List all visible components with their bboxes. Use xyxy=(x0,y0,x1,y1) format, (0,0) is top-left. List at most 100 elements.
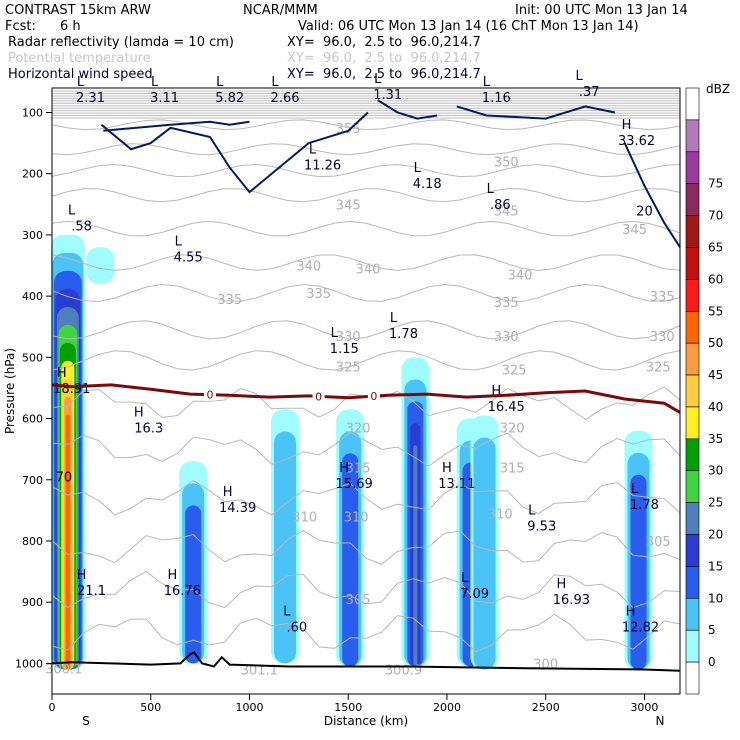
theta-contour-8 xyxy=(51,350,681,371)
theta-label-1: 350 xyxy=(494,155,519,170)
wind-value-27: 7.09 xyxy=(460,587,489,602)
reflectivity-column-0-level-11 xyxy=(65,414,70,670)
colorbar-label-10: 10 xyxy=(708,591,723,605)
theta-contour-11 xyxy=(51,479,681,516)
field-wind-name: Horizontal wind speed xyxy=(8,67,153,82)
valid-time: Valid: 06 UTC Mon 13 Jan 14 (16 ChT Mon … xyxy=(298,19,639,34)
freezing-label-bg-2 xyxy=(367,389,380,403)
colorbar-label-75: 75 xyxy=(708,177,723,191)
theta-label-24: 310 xyxy=(488,507,513,522)
theta-label-20: 315 xyxy=(346,462,371,477)
field-theta-xy: XY= 96.0, 2.5 to 96.0,214.7 xyxy=(287,51,481,66)
wind-value-18: 16.3 xyxy=(134,422,163,437)
colorbar-swatch-8 xyxy=(685,342,700,376)
wind-value-13: 4.55 xyxy=(174,250,203,265)
wind-extremum-type-28: H xyxy=(556,577,566,592)
y-tick-label-1000: 1000 xyxy=(15,657,43,670)
y-tick-label-600: 600 xyxy=(22,413,43,426)
y-tick-label-100: 100 xyxy=(22,106,43,119)
colorbar-swatch-7 xyxy=(685,310,700,344)
wind-extremum-type-25: H xyxy=(77,568,87,583)
wind-extremum-type-10: L xyxy=(487,182,495,197)
theta-label-11: 335 xyxy=(650,290,675,305)
theta-label-12: 330 xyxy=(336,330,361,345)
wind-extremum-type-5: L xyxy=(483,75,491,90)
init-time: Init: 00 UTC Mon 13 Jan 14 xyxy=(515,3,688,18)
theta-label-22: 310 xyxy=(292,510,317,525)
wind-extremum-type-2: L xyxy=(216,75,224,90)
theta-label-26: 305 xyxy=(346,593,371,608)
reflectivity-column-2-level-3 xyxy=(185,505,202,664)
wind-extremum-type-16: H xyxy=(491,384,501,399)
x-tick-label-1500: 1500 xyxy=(334,701,362,714)
wind-value-6: .37 xyxy=(579,85,600,100)
colorbar-swatch-2 xyxy=(685,151,700,184)
theta-contour-14 xyxy=(51,613,681,653)
wind-value-26: 16.76 xyxy=(164,584,201,599)
reflectivity-column-7-level-2 xyxy=(473,437,496,670)
theta-label-17: 325 xyxy=(646,361,671,376)
theta-label-6: 340 xyxy=(356,263,381,278)
model-title: CONTRAST 15km ARW xyxy=(5,3,151,18)
x-tick-label-1000: 1000 xyxy=(235,701,263,714)
theta-contour-4 xyxy=(51,220,681,237)
terrain-group xyxy=(51,651,681,672)
field-reflectivity-xy: XY= 96.0, 2.5 to 96.0,214.7 xyxy=(287,35,481,50)
wind-extremum-type-29: L xyxy=(283,605,291,620)
wind-extremum-type-9: L xyxy=(414,161,422,176)
colorbar-swatch-17 xyxy=(685,629,700,663)
wind-value-15: 1.15 xyxy=(330,342,359,357)
wind-extremum-type-18: H xyxy=(134,406,144,421)
colorbar-swatch-0 xyxy=(685,87,700,121)
freezing-level-label-1: 0 xyxy=(315,390,322,403)
colorbar-unit: dBZ xyxy=(706,82,730,96)
wind-extremum-type-24: L xyxy=(528,504,536,519)
org-label: NCAR/MMM xyxy=(243,3,318,18)
wind-extremum-type-20: H xyxy=(339,461,349,476)
colorbar-label-25: 25 xyxy=(708,496,723,510)
freezing-level-label-2: 0 xyxy=(370,390,377,403)
wind-contour-2 xyxy=(377,99,438,120)
forecast-hour: 6 h xyxy=(60,19,81,34)
reflectivity-column-3-level-2 xyxy=(274,431,297,664)
wind-extremum-type-13: L xyxy=(175,234,183,249)
colorbar-label-45: 45 xyxy=(708,368,723,382)
wind-value-21: 13.11 xyxy=(438,477,475,492)
wind-extremum-type-27: L xyxy=(461,571,469,586)
wind-contours: L2.31L3.11L5.82L2.66L1.31L1.16L.37L11.26… xyxy=(53,69,681,636)
colorbar-label-5: 5 xyxy=(708,623,716,637)
wind-contour-3 xyxy=(456,105,616,120)
reflectivity-column-5-level-5 xyxy=(413,445,418,667)
plot-frame xyxy=(51,87,681,695)
colorbar-swatch-4 xyxy=(685,215,700,248)
wind-extremum-type-3: L xyxy=(271,75,279,90)
theta-contour-13 xyxy=(51,570,681,609)
wind-value-4: 1.31 xyxy=(373,88,402,103)
y-tick-label-200: 200 xyxy=(22,168,43,181)
colorbar-label-15: 15 xyxy=(708,559,723,573)
theta-contour-7 xyxy=(51,320,681,340)
theta-label-2: 345 xyxy=(336,198,361,213)
theta-label-25: 305 xyxy=(646,535,671,550)
wind-extremum-type-30: H xyxy=(626,605,636,620)
field-wind-xy: XY= 96.0, 2.5 to 96.0,214.7 xyxy=(287,67,481,82)
colorbar-label-35: 35 xyxy=(708,432,723,446)
colorbar-label-30: 30 xyxy=(708,464,723,478)
colorbar-swatch-5 xyxy=(685,247,700,280)
wind-extremum-type-21: H xyxy=(442,461,452,476)
wind-value-16: 16.45 xyxy=(488,400,525,415)
colorbar-label-50: 50 xyxy=(708,336,723,350)
wind-value-24: 9.53 xyxy=(527,520,556,535)
colorbar-label-70: 70 xyxy=(708,209,723,223)
theta-contour-0 xyxy=(51,119,681,131)
wind-extremum-type-7: L xyxy=(309,142,317,157)
wind-extremum-type-12: L xyxy=(68,204,76,219)
colorbar-swatch-15 xyxy=(685,566,700,599)
reflectivity-column-1-level-1 xyxy=(86,247,115,284)
y-tick-label-900: 900 xyxy=(22,596,43,609)
theta-label-19: 320 xyxy=(500,422,525,437)
freezing-label-bg-0 xyxy=(203,387,216,401)
wind-value-20: 15.69 xyxy=(336,477,373,492)
y-tick-label-800: 800 xyxy=(22,535,43,548)
